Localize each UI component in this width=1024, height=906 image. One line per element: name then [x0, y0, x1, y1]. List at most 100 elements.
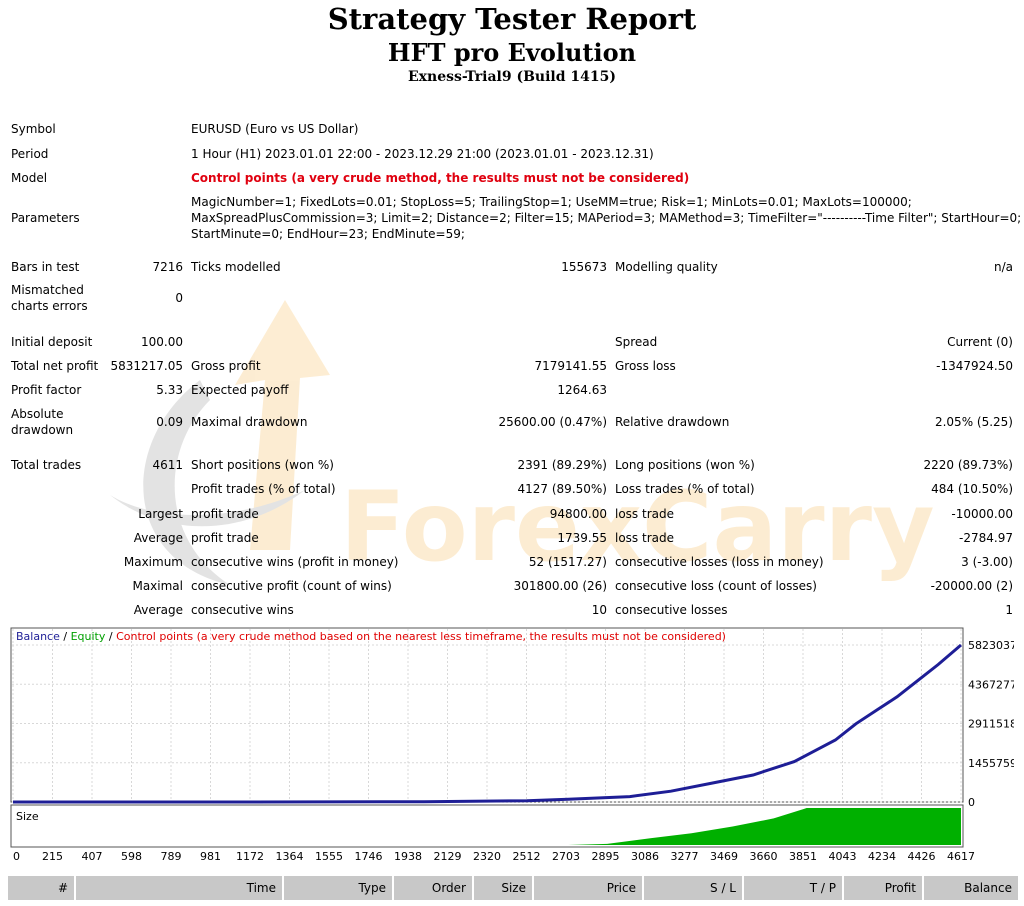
column-header-sl: S / L — [644, 876, 744, 900]
column-header-profit: Profit — [844, 876, 924, 900]
average-consecutive-wins-label: consecutive wins — [191, 603, 294, 617]
average-consecutive-losses-value: 1 — [1005, 603, 1013, 617]
net-profit-value: 5831217.05 — [110, 359, 183, 373]
legend-separator: / — [59, 630, 71, 643]
deposit-value: 100.00 — [141, 335, 183, 349]
x-tick-label: 2512 — [513, 850, 541, 863]
profit-factor-label: Profit factor — [11, 383, 82, 397]
column-header-tp: T / P — [744, 876, 844, 900]
model-label: Model — [11, 171, 48, 185]
size-label: Size — [16, 810, 39, 823]
x-tick-label: 981 — [200, 850, 221, 863]
column-header-price: Price — [534, 876, 644, 900]
maximal-consecutive-profit-label: consecutive profit (count of wins) — [191, 579, 392, 593]
maximal-drawdown-value: 25600.00 (0.47%) — [498, 415, 607, 429]
maximal-consecutive-profit-value: 301800.00 (26) — [513, 579, 607, 593]
average-loss-label: loss trade — [615, 531, 674, 545]
parameters-line-1: MagicNumber=1; FixedLots=0.01; StopLoss=… — [191, 195, 912, 209]
largest-loss-value: -10000.00 — [951, 507, 1013, 521]
legend-balance: Balance — [16, 630, 60, 643]
long-positions-value: 2220 (89.73%) — [923, 458, 1013, 472]
chart-legend: Balance / Equity / Control points (a ver… — [16, 630, 726, 643]
period-value: 1 Hour (H1) 2023.01.01 22:00 - 2023.12.2… — [191, 147, 654, 161]
max-consecutive-losses-label: consecutive losses (loss in money) — [615, 555, 824, 569]
x-tick-label: 1364 — [276, 850, 304, 863]
largest-loss-label: loss trade — [615, 507, 674, 521]
absolute-drawdown-label-2: drawdown — [11, 423, 74, 437]
average-profit-label: profit trade — [191, 531, 259, 545]
bars-label: Bars in test — [11, 260, 80, 274]
total-trades-label: Total trades — [11, 458, 82, 472]
x-tick-label: 4617 — [947, 850, 975, 863]
x-tick-label: 3851 — [789, 850, 817, 863]
average-label: Average — [133, 531, 183, 545]
x-tick-label: 4234 — [868, 850, 896, 863]
symbol-label: Symbol — [11, 122, 56, 136]
legend-separator: / — [105, 630, 117, 643]
period-label: Period — [11, 147, 49, 161]
x-tick-label: 3660 — [750, 850, 778, 863]
quality-value: n/a — [993, 260, 1013, 274]
column-header-order: Order — [394, 876, 474, 900]
legend-control-points: Control points (a very crude method base… — [116, 630, 726, 643]
absolute-drawdown-label-1: Absolute — [11, 407, 64, 421]
spread-value: Current (0) — [947, 335, 1013, 349]
average-profit-value: 1739.55 — [557, 531, 607, 545]
gross-profit-label: Gross profit — [191, 359, 261, 373]
expected-payoff-value: 1264.63 — [557, 383, 607, 397]
max-consecutive-wins-label: consecutive wins (profit in money) — [191, 555, 399, 569]
max-consecutive-wins-value: 52 (1517.27) — [528, 555, 607, 569]
absolute-drawdown-value: 0.09 — [156, 415, 183, 429]
average-consecutive-label: Average — [133, 603, 183, 617]
y-tick-label: 1455759 — [968, 757, 1014, 770]
long-positions-label: Long positions (won %) — [615, 458, 755, 472]
column-header-size: Size — [474, 876, 534, 900]
average-consecutive-losses-label: consecutive losses — [615, 603, 728, 617]
parameters-line-3: StartMinute=0; EndHour=23; EndMinute=59; — [191, 227, 465, 241]
short-positions-label: Short positions (won %) — [191, 458, 334, 472]
mismatch-label-2: charts errors — [11, 299, 88, 313]
largest-profit-value: 94800.00 — [549, 507, 607, 521]
bars-value: 7216 — [152, 260, 183, 274]
x-tick-label: 1555 — [315, 850, 343, 863]
maximal-consecutive-loss-label: consecutive loss (count of losses) — [615, 579, 817, 593]
ticks-value: 155673 — [561, 260, 607, 274]
x-tick-label: 0 — [13, 850, 20, 863]
largest-profit-label: profit trade — [191, 507, 259, 521]
y-tick-label: 4367277 — [968, 678, 1014, 691]
column-header-number: # — [8, 876, 76, 900]
x-tick-label: 215 — [42, 850, 63, 863]
net-profit-label: Total net profit — [11, 359, 99, 373]
average-consecutive-wins-value: 10 — [591, 603, 607, 617]
symbol-value: EURUSD (Euro vs US Dollar) — [191, 122, 359, 136]
x-tick-label: 3277 — [671, 850, 699, 863]
mismatch-label-1: Mismatched — [11, 283, 84, 297]
max-consecutive-losses-value: 3 (-3.00) — [961, 555, 1013, 569]
maximal-consecutive-loss-value: -20000.00 (2) — [930, 579, 1013, 593]
quality-label: Modelling quality — [615, 260, 718, 274]
gross-loss-value: -1347924.50 — [936, 359, 1013, 373]
x-tick-label: 2320 — [473, 850, 501, 863]
deposit-label: Initial deposit — [11, 335, 93, 349]
y-tick-label: 5823037 — [968, 639, 1014, 652]
account-build: Exness-Trial9 (Build 1415) — [408, 69, 616, 85]
x-tick-label: 1938 — [394, 850, 422, 863]
x-tick-label: 789 — [161, 850, 182, 863]
short-positions-value: 2391 (89.29%) — [517, 458, 607, 472]
largest-label: Largest — [138, 507, 183, 521]
column-header-type: Type — [284, 876, 394, 900]
expected-payoff-label: Expected payoff — [191, 383, 289, 397]
x-tick-label: 1746 — [355, 850, 383, 863]
profit-trades-label: Profit trades (% of total) — [191, 482, 336, 496]
model-value: Control points (a very crude method, the… — [191, 171, 690, 185]
loss-trades-value: 484 (10.50%) — [931, 482, 1013, 496]
x-tick-label: 2129 — [434, 850, 462, 863]
x-tick-label: 4043 — [829, 850, 857, 863]
x-tick-label: 1172 — [236, 850, 264, 863]
x-tick-label: 2895 — [592, 850, 620, 863]
mismatch-value: 0 — [175, 291, 183, 305]
column-header-time: Time — [76, 876, 284, 900]
y-tick-label: 2911518 — [968, 718, 1014, 731]
relative-drawdown-value: 2.05% (5.25) — [934, 415, 1013, 429]
profit-trades-value: 4127 (89.50%) — [517, 482, 607, 496]
